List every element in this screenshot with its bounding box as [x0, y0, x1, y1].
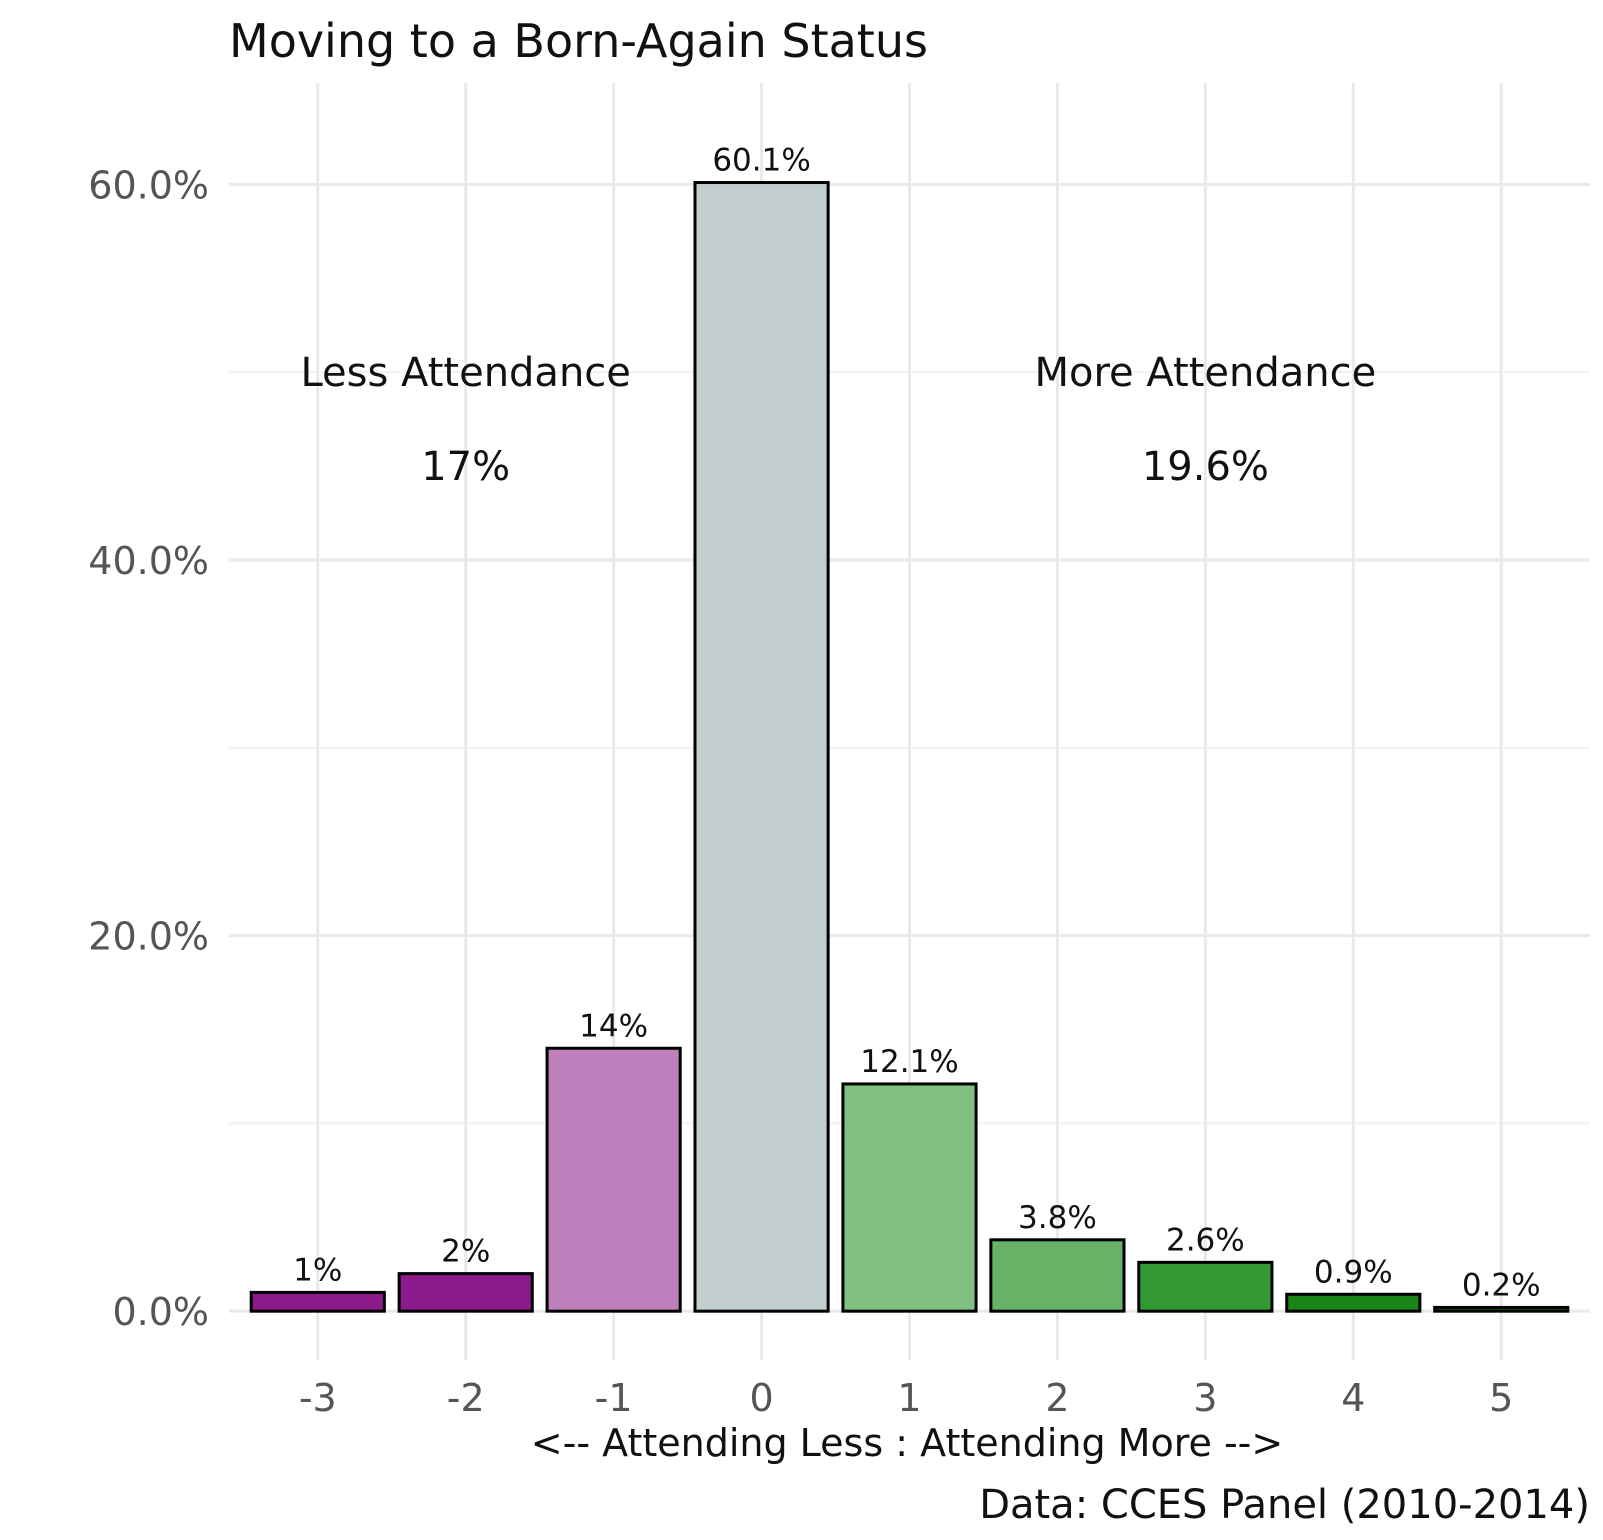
bar-value-label: 2.6%: [1166, 1222, 1245, 1258]
bar: [1433, 1305, 1570, 1313]
x-tick-label: 1: [897, 1376, 921, 1420]
bar: [249, 1290, 386, 1313]
annotation-text: 17%: [421, 444, 510, 490]
annotations: Less Attendance 17% More Attendance 19.6%: [300, 350, 1376, 490]
chart-title: Moving to a Born-Again Status: [229, 14, 928, 68]
bar-value-label: 60.1%: [712, 143, 810, 179]
y-tick-label: 60.0%: [88, 163, 209, 207]
bars: [249, 181, 1570, 1313]
bar-value-label: 2%: [441, 1234, 490, 1270]
x-tick-label: 0: [749, 1376, 773, 1420]
y-tick-label: 20.0%: [88, 915, 209, 959]
annotation-text: 19.6%: [1142, 444, 1269, 490]
x-axis-label: <-- Attending Less : Attending More -->: [531, 1421, 1283, 1465]
y-tick-label: 40.0%: [88, 539, 209, 583]
x-tick-label: 2: [1045, 1376, 1069, 1420]
x-tick-label: 3: [1193, 1376, 1217, 1420]
bar-value-label: 14%: [579, 1008, 648, 1044]
x-tick-label: -1: [595, 1376, 633, 1420]
bar-value-label: 12.1%: [860, 1044, 958, 1080]
bar: [1137, 1260, 1274, 1313]
bar: [841, 1082, 978, 1313]
chart-caption: Data: CCES Panel (2010-2014): [979, 1482, 1590, 1528]
bar-value-label: 0.9%: [1314, 1254, 1393, 1290]
bar: [1285, 1292, 1422, 1313]
x-tick-label: -3: [299, 1376, 337, 1420]
bar: [989, 1238, 1126, 1313]
bar-value-label: 1%: [293, 1252, 342, 1288]
bar: [693, 181, 830, 1313]
annotation-text: More Attendance: [1035, 350, 1377, 396]
bar-value-label: 0.2%: [1462, 1267, 1541, 1303]
x-tick-label: -2: [447, 1376, 485, 1420]
bar-value-label: 3.8%: [1018, 1200, 1097, 1236]
x-tick-label: 4: [1341, 1376, 1365, 1420]
bar-value-labels: 1% 2% 14% 60.1% 12.1% 3.8% 2.6% 0.9% 0.2%: [293, 143, 1540, 1304]
y-tick-label: 0.0%: [112, 1290, 209, 1334]
x-tick-label: 5: [1489, 1376, 1513, 1420]
y-axis-ticks: 0.0% 20.0% 40.0% 60.0%: [88, 163, 209, 1334]
bar: [545, 1046, 682, 1313]
bar: [397, 1272, 534, 1313]
x-axis-ticks: -3 -2 -1 0 1 2 3 4 5: [299, 1376, 1514, 1420]
annotation-text: Less Attendance: [300, 350, 630, 396]
